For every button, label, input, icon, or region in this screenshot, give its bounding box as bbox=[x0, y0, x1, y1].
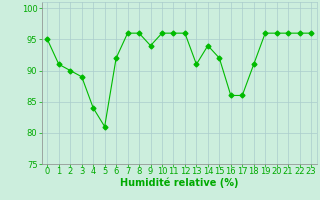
X-axis label: Humidité relative (%): Humidité relative (%) bbox=[120, 177, 238, 188]
